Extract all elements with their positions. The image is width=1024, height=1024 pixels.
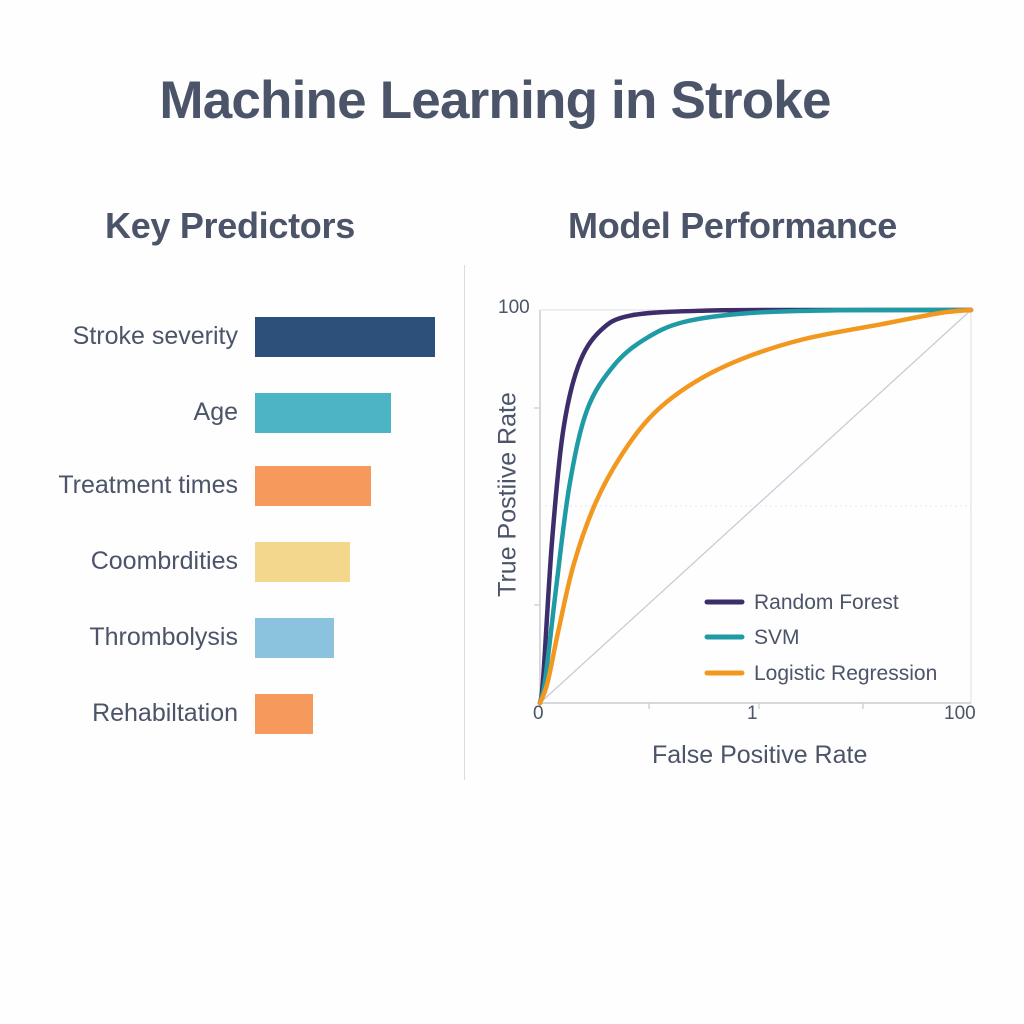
svg-text:Random Forest: Random Forest [754,591,899,614]
svg-text:SVM: SVM [754,626,800,649]
svg-text:Logistic Regression: Logistic Regression [754,662,937,685]
